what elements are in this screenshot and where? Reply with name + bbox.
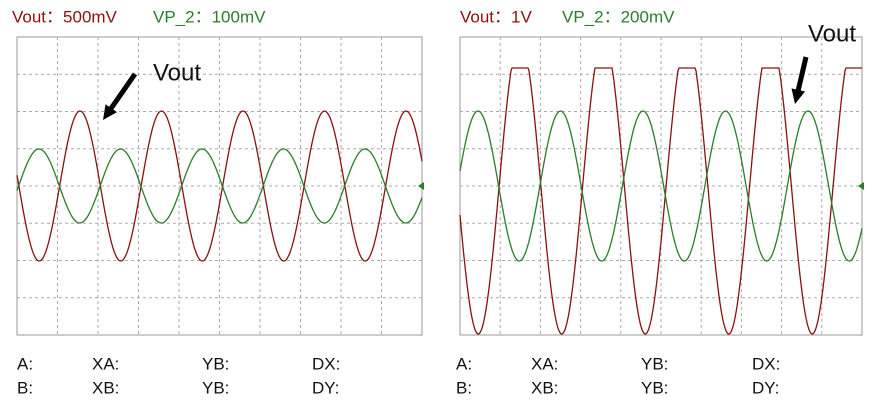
readout-label: YB: [202, 354, 229, 373]
readout-label: XB: [92, 378, 119, 397]
arrow-shaft [108, 72, 138, 111]
readout-label: XA: [531, 354, 558, 373]
readout-label: DX: [752, 354, 780, 373]
channel-2-scale: VP_2：100mV [153, 7, 266, 26]
channel-1-scale: Vout：500mV [12, 7, 118, 26]
ground-marker [858, 182, 864, 190]
readout-label: B: [456, 378, 472, 397]
arrow-head [103, 104, 117, 120]
annotation: Vout [153, 59, 201, 86]
readout-label: XB: [531, 378, 558, 397]
scope-panel: Vout：500mV VP_2：100mV Vout A: XA: YB: DX: B: XB:… [12, 7, 424, 397]
readout-label: B: [17, 378, 33, 397]
annotation: Vout [808, 20, 856, 47]
channel-1-scale: Vout：1V [460, 7, 532, 26]
readout-label: YB: [641, 354, 668, 373]
readout-label: XA: [92, 354, 119, 373]
readout-label: DX: [312, 354, 340, 373]
vout-waveform [459, 67, 862, 335]
scope-panel: Vout：1V VP_2：200mV Vout A: XA: YB: DX: B: XB: YB:… [456, 7, 864, 397]
readout-label: YB: [641, 378, 668, 397]
vout-waveform [16, 110, 423, 262]
vp2-waveform [459, 110, 863, 262]
readout-label: A: [456, 354, 472, 373]
channel-2-scale: VP_2：200mV [562, 7, 675, 26]
readout-label: DY: [752, 378, 779, 397]
readout-label: A: [17, 354, 33, 373]
arrow-head [791, 88, 806, 104]
readout-label: DY: [312, 378, 339, 397]
readout-label: YB: [202, 378, 229, 397]
arrow-shaft [795, 56, 809, 93]
vp2-waveform [16, 148, 423, 224]
ground-marker [418, 182, 424, 190]
